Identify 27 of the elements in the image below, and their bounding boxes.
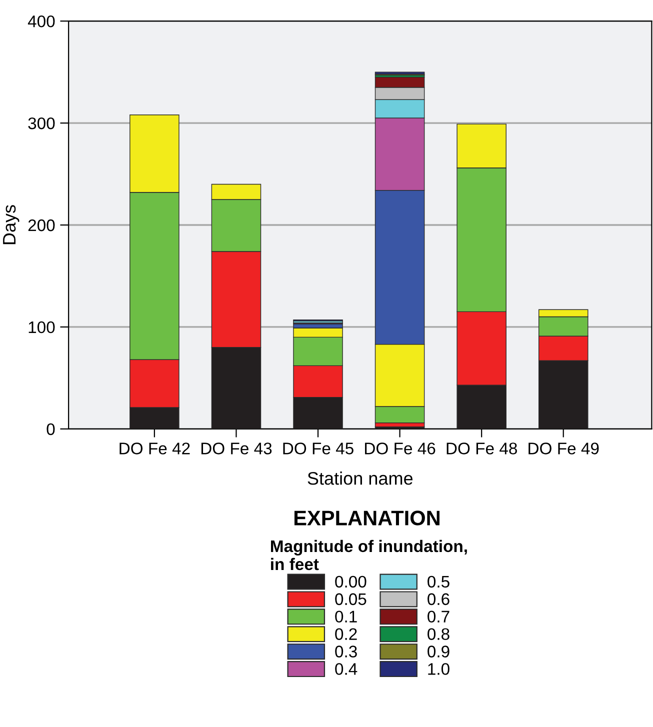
legend-label: 0.8 (428, 628, 450, 640)
text: EXPLANATION (294, 510, 440, 526)
y-tick-label: 300 (28, 117, 55, 130)
legend-label: 0.5 (428, 576, 450, 588)
legend-label: 0.3 (335, 646, 357, 658)
x-tick-label: DO Fe 42 (120, 442, 190, 454)
x-tick-label: DO Fe 48 (446, 442, 517, 454)
x-tick-label: DO Fe 43 (201, 442, 272, 454)
x-tick-label: DO Fe 46 (365, 442, 436, 454)
legend-label: 0.6 (428, 593, 450, 606)
x-axis-title: Station name (308, 472, 413, 485)
legend-label: 0.2 (335, 628, 357, 640)
legend-label: 0.1 (335, 610, 357, 623)
legend-label: 0.00 (335, 576, 366, 588)
legend-label: 0.4 (335, 663, 358, 675)
y-tick-label: 100 (28, 321, 55, 334)
y-tick-label: 400 (28, 15, 55, 28)
legend-label: 1.0 (428, 663, 450, 675)
legend-title: Magnitude of inundation, in feet (271, 540, 467, 570)
x-tick-label: DO Fe 45 (283, 442, 354, 454)
y-tick-label: 0 (46, 423, 55, 436)
legend-label: 0.9 (428, 646, 450, 658)
y-axis-title: Days (3, 205, 20, 244)
x-tick-label: DO Fe 49 (528, 442, 599, 454)
y-tick-label: 200 (28, 219, 55, 232)
legend-label: 0.05 (335, 593, 366, 606)
legend-label: 0.7 (428, 610, 450, 623)
